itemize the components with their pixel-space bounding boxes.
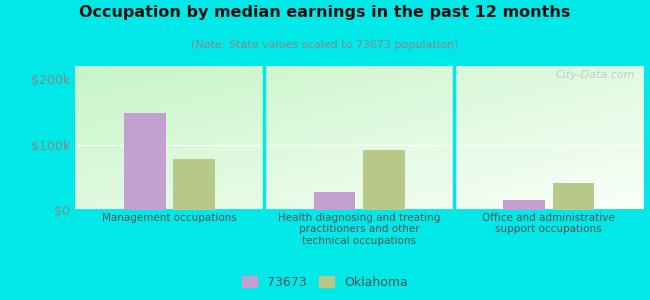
Bar	[363, 150, 404, 210]
Bar	[552, 182, 594, 210]
Text: City-Data.com: City-Data.com	[556, 70, 635, 80]
Text: (Note: State values scaled to 73673 population): (Note: State values scaled to 73673 popu…	[191, 40, 459, 50]
Bar	[124, 113, 166, 210]
Bar	[313, 192, 356, 210]
Text: Occupation by median earnings in the past 12 months: Occupation by median earnings in the pas…	[79, 4, 571, 20]
Bar	[503, 200, 545, 210]
Bar	[174, 159, 215, 210]
Legend: 73673, Oklahoma: 73673, Oklahoma	[237, 271, 413, 294]
